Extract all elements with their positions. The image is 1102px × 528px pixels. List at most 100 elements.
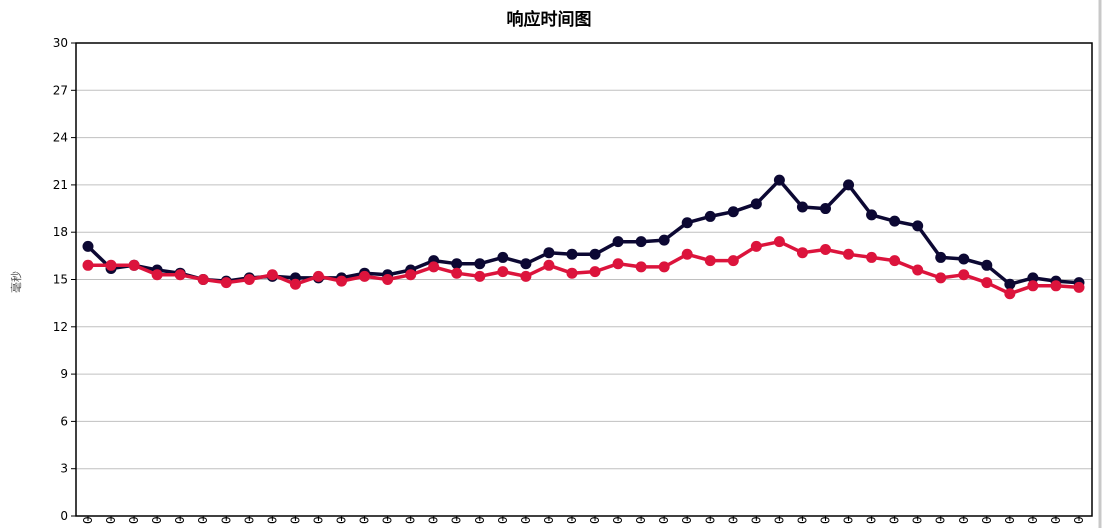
- series-1-point: [866, 209, 878, 221]
- x-tick-label: 0: [795, 516, 809, 524]
- series-2-point: [1050, 280, 1062, 292]
- series-1-point: [750, 198, 762, 210]
- series-2-point: [727, 255, 739, 267]
- series-2-point: [105, 259, 117, 271]
- x-tick-label: 0: [358, 516, 372, 524]
- series-2: [82, 236, 1085, 300]
- series-2-point: [1004, 288, 1016, 300]
- x-tick-label: 0: [335, 516, 349, 524]
- x-tick-label: 0: [680, 516, 694, 524]
- series-1-point: [843, 179, 855, 191]
- x-tick-label: 0: [265, 516, 279, 524]
- series-2-point: [220, 277, 232, 289]
- series-2-point: [958, 269, 970, 281]
- series-2-point: [704, 255, 716, 267]
- series-2-point: [82, 259, 94, 271]
- x-tick-label: 0: [772, 516, 786, 524]
- y-tick-label: 15: [53, 273, 68, 287]
- series-1-point: [889, 215, 901, 227]
- series-2-point: [197, 274, 209, 285]
- y-tick-label: 3: [60, 462, 68, 476]
- y-tick-label: 24: [53, 131, 68, 145]
- x-tick-label: 0: [865, 516, 879, 524]
- x-tick-label: 0: [404, 516, 418, 524]
- series-1-point: [1004, 278, 1016, 290]
- x-tick-label: 0: [726, 516, 740, 524]
- series-2-point: [543, 259, 555, 271]
- x-tick-label: 0: [150, 516, 164, 524]
- series-2-point: [405, 269, 417, 281]
- x-tick-label: 0: [957, 516, 971, 524]
- series-2-point: [243, 274, 255, 285]
- x-tick-label: 0: [1072, 516, 1086, 524]
- y-tick-label: 30: [53, 36, 68, 50]
- x-tick-label: 0: [173, 516, 187, 524]
- series-2-point: [912, 264, 924, 276]
- series-2-point: [681, 248, 693, 260]
- x-tick-label: 0: [911, 516, 925, 524]
- series-2-point: [382, 274, 394, 285]
- x-tick-label: 0: [565, 516, 579, 524]
- series-1-point: [474, 258, 486, 270]
- series-1-point: [451, 258, 463, 270]
- series-1-point: [981, 259, 993, 271]
- x-tick-label: 0: [703, 516, 717, 524]
- series-2-point: [566, 267, 578, 279]
- series-1-point: [520, 258, 532, 270]
- x-tick-label: 0: [934, 516, 948, 524]
- series-1-point: [82, 240, 94, 252]
- series-2-point: [843, 248, 855, 260]
- series-2-point: [612, 258, 624, 270]
- series-1-point: [1027, 272, 1039, 284]
- series-2-point: [935, 272, 947, 284]
- series-1-point: [658, 234, 670, 246]
- series-2-point: [289, 278, 301, 290]
- series-2-point: [589, 266, 601, 278]
- x-tick-label: 0: [450, 516, 464, 524]
- x-tick-label: 0: [657, 516, 671, 524]
- x-tick-label: 0: [1026, 516, 1040, 524]
- series-2-point: [1027, 280, 1039, 292]
- x-tick-label: 0: [588, 516, 602, 524]
- x-tick-label: 0: [749, 516, 763, 524]
- y-tick-label: 18: [53, 225, 68, 239]
- x-tick-label: 0: [427, 516, 441, 524]
- series-2-point: [819, 244, 831, 256]
- series-2-point: [635, 261, 647, 273]
- x-tick-label: 0: [634, 516, 648, 524]
- series-layer: [82, 174, 1085, 300]
- x-tick-label: 0: [104, 516, 118, 524]
- x-tick-label: 0: [1049, 516, 1063, 524]
- x-tick-label: 0: [81, 516, 95, 524]
- series-2-point: [336, 275, 348, 287]
- x-tick-label: 0: [381, 516, 395, 524]
- x-tick-label: 0: [219, 516, 233, 524]
- series-1-point: [935, 251, 947, 263]
- series-2-point: [981, 277, 993, 289]
- series-1-point: [819, 203, 831, 215]
- x-tick-label: 0: [888, 516, 902, 524]
- series-2-line: [88, 239, 1080, 296]
- x-tick-label: 0: [496, 516, 510, 524]
- series-2-point: [266, 269, 278, 281]
- series-2-point: [359, 270, 371, 282]
- y-tick-label: 0: [60, 509, 68, 523]
- series-1-point: [796, 201, 808, 213]
- x-tick-label: 0: [196, 516, 210, 524]
- series-1-point: [635, 236, 647, 248]
- x-tick-label: 0: [980, 516, 994, 524]
- x-tick-label: 0: [519, 516, 533, 524]
- series-2-point: [889, 255, 901, 267]
- series-1-point: [589, 248, 601, 260]
- y-tick-label: 27: [53, 83, 68, 97]
- y-tick-label: 9: [60, 367, 68, 381]
- x-tick-label: 0: [288, 516, 302, 524]
- series-1-point: [773, 174, 785, 186]
- series-1-point: [612, 236, 624, 248]
- series-2-point: [750, 240, 762, 252]
- y-tick-label: 12: [53, 320, 68, 334]
- x-tick-label: 0: [311, 516, 325, 524]
- x-tick-label: 0: [542, 516, 556, 524]
- x-axis-ticks: 0 0 0 0 0 0 0 0 0 0 0 0 0 0 0 0 0 0 0 0 0 0 0 0 0 0 0 0 0 0 0 0 0 0 0 0 0 0 0 0…: [81, 516, 1086, 524]
